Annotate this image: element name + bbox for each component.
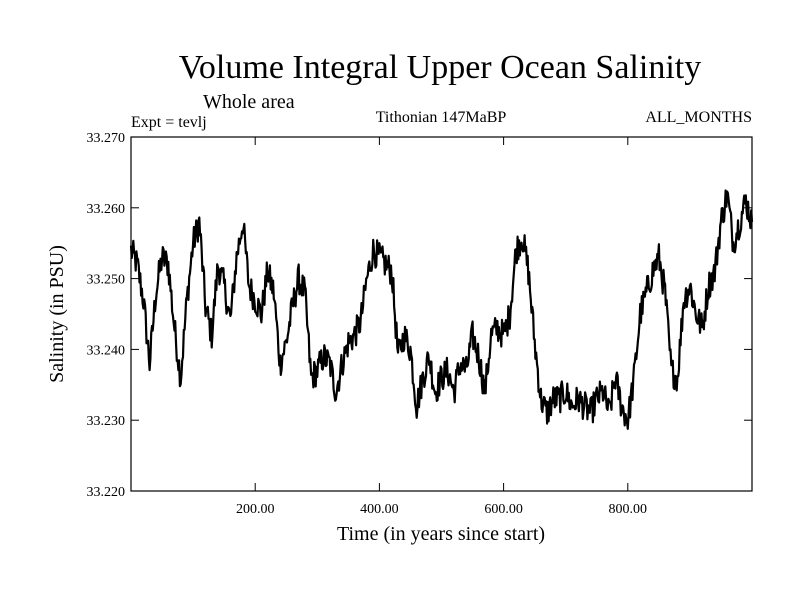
y-tick-label: 33.230 [87, 414, 126, 429]
x-tick-label: 800.00 [609, 502, 648, 517]
x-axis-ticks: 200.00 400.00 600.00 800.00 [236, 137, 647, 517]
y-tick-label: 33.270 [87, 131, 126, 146]
y-tick-label: 33.260 [87, 202, 126, 217]
y-tick-label: 33.250 [87, 273, 126, 288]
y-axis-ticks: 33.220 33.230 33.240 33.250 33.260 33.270 [87, 131, 752, 500]
chart-subtitle: Whole area [203, 91, 295, 113]
x-axis-label: Time (in years since start) [337, 523, 545, 545]
x-tick-label: 400.00 [360, 502, 399, 517]
series-line-salinity [129, 189, 754, 430]
series-layer [129, 189, 754, 430]
y-axis-label: Salinity (in PSU) [46, 245, 68, 383]
x-tick-label: 200.00 [236, 502, 275, 517]
plot-frame [130, 136, 753, 492]
y-tick-label: 33.220 [87, 485, 126, 500]
period-label: Tithonian 147MaBP [376, 109, 507, 126]
chart-title: Volume Integral Upper Ocean Salinity [179, 49, 701, 86]
months-label: ALL_MONTHS [645, 109, 752, 126]
experiment-label: Expt = tevlj [131, 114, 207, 131]
x-tick-label: 600.00 [484, 502, 523, 517]
y-tick-label: 33.240 [87, 343, 126, 358]
